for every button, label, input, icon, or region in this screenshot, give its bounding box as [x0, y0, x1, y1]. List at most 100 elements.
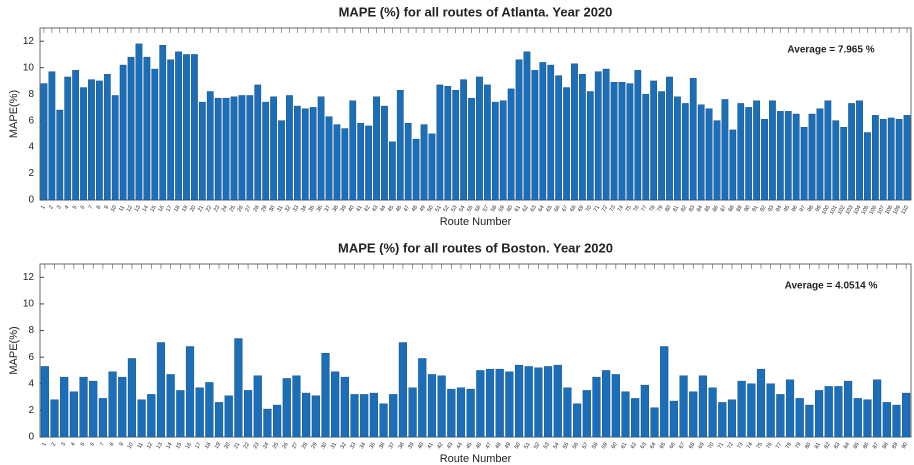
bar — [856, 100, 863, 201]
y-tick-label: 2 — [28, 405, 34, 416]
bar — [579, 74, 586, 201]
x-tick-label: 19 — [181, 205, 189, 213]
bar — [650, 80, 658, 201]
bar — [505, 371, 514, 438]
bar — [404, 123, 412, 201]
x-tick-label: 40 — [348, 205, 356, 213]
bar — [658, 91, 665, 201]
bar — [476, 370, 485, 438]
bar — [88, 79, 95, 201]
x-tick-label: 57 — [582, 442, 590, 450]
bar — [594, 71, 602, 201]
bar — [681, 103, 689, 201]
x-tick-label: 66 — [669, 442, 677, 450]
bar — [444, 86, 452, 201]
bar — [555, 75, 563, 201]
bar — [408, 387, 417, 438]
bar — [689, 78, 697, 201]
x-tick-label: 90 — [743, 205, 751, 213]
x-tick-label: 6 — [80, 205, 87, 211]
bar — [586, 91, 594, 201]
bar — [721, 99, 729, 201]
bar — [718, 402, 727, 438]
x-tick-label: 83 — [833, 442, 841, 450]
bar — [840, 127, 848, 201]
bar — [524, 366, 533, 438]
x-tick-label: 22 — [205, 205, 213, 213]
x-tick-label: 41 — [355, 205, 363, 213]
bar — [48, 71, 56, 201]
bar — [214, 402, 224, 438]
x-tick-label: 16 — [185, 442, 193, 450]
x-tick-label: 9 — [104, 205, 111, 211]
x-tick-label: 49 — [504, 442, 512, 450]
x-tick-label: 84 — [843, 442, 851, 450]
bar — [253, 375, 262, 438]
bar — [108, 371, 117, 438]
bar — [340, 376, 349, 438]
bar — [669, 400, 678, 438]
bar — [563, 387, 572, 438]
x-tick-label: 92 — [759, 205, 767, 213]
x-tick-label: 53 — [543, 442, 551, 450]
bar — [379, 403, 388, 438]
x-tick-label: 1 — [41, 442, 48, 448]
y-tick-label: 6 — [28, 352, 34, 363]
x-tick-label: 1 — [40, 205, 47, 211]
bar — [832, 120, 840, 201]
x-tick-label: 27 — [245, 205, 253, 213]
x-tick-label: 28 — [252, 205, 260, 213]
y-tick-label: 12 — [23, 36, 35, 47]
bar — [563, 87, 570, 201]
x-tick-label: 17 — [165, 205, 173, 213]
chart-title: MAPE (%) for all routes of Boston. Year … — [338, 240, 613, 255]
bar — [618, 82, 626, 201]
x-tick-label: 44 — [456, 442, 464, 450]
x-tick-label: 50 — [514, 442, 522, 450]
bar — [882, 402, 891, 438]
bar — [206, 91, 214, 201]
x-tick-label: 17 — [194, 442, 202, 450]
x-tick-label: 65 — [659, 442, 667, 450]
x-tick-label: 45 — [387, 205, 395, 213]
bar — [476, 76, 483, 201]
bar — [325, 116, 333, 201]
bar — [753, 100, 760, 201]
x-tick-label: 77 — [640, 205, 648, 213]
x-tick-label: 10 — [110, 205, 118, 213]
x-tick-label: 24 — [221, 205, 229, 213]
bar — [769, 100, 776, 201]
bar — [547, 64, 555, 201]
x-tick-label: 74 — [746, 442, 754, 450]
bar — [582, 390, 591, 438]
bar — [534, 367, 543, 438]
x-tick-label: 89 — [735, 205, 743, 213]
x-tick-label: 31 — [276, 205, 284, 213]
x-tick-label: 107 — [876, 205, 886, 216]
x-tick-label: 32 — [284, 205, 292, 213]
x-tick-label: 85 — [704, 205, 712, 213]
x-tick-label: 12 — [146, 442, 154, 450]
bar — [484, 84, 491, 201]
x-tick-label: 5 — [72, 205, 79, 211]
x-tick-label: 73 — [609, 205, 617, 213]
x-tick-label: 18 — [204, 442, 212, 450]
y-axis-label: MAPE(%) — [8, 326, 20, 374]
bar — [634, 70, 642, 201]
bar — [761, 119, 768, 201]
y-tick-label: 8 — [28, 325, 34, 336]
x-tick-label: 36 — [378, 442, 386, 450]
bar — [679, 375, 688, 438]
bar — [69, 391, 78, 438]
x-tick-label: 33 — [349, 442, 357, 450]
bar — [166, 374, 175, 438]
x-tick-label: 69 — [698, 442, 706, 450]
bar — [183, 54, 190, 201]
x-tick-label: 56 — [474, 205, 482, 213]
bar — [642, 93, 650, 201]
chart-title: MAPE (%) for all routes of Atlanta. Year… — [339, 4, 613, 19]
x-tick-label: 82 — [680, 205, 688, 213]
x-tick-label: 29 — [311, 442, 319, 450]
bar — [902, 392, 911, 438]
y-tick-label: 12 — [23, 272, 35, 283]
